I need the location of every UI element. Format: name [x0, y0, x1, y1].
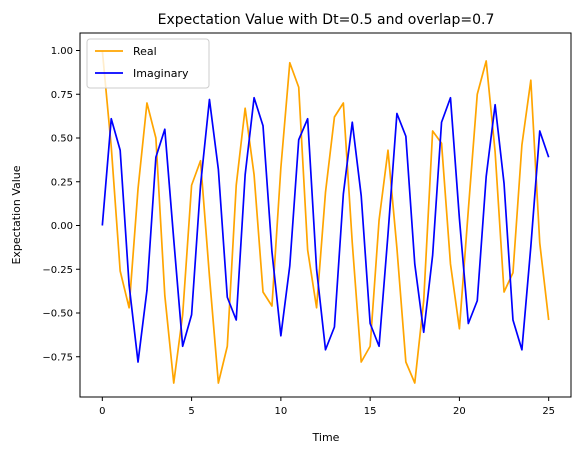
- axes-frame: [79, 32, 572, 398]
- x-tick-label: 0: [99, 406, 105, 417]
- plot-area: [101, 50, 550, 384]
- x-tick-label: 15: [364, 406, 377, 417]
- y-axis-label: Expectation Value: [10, 165, 23, 264]
- y-axis: −0.75 −0.50 −0.25 0.00 0.25 0.50 0.75 1.00: [42, 46, 80, 363]
- legend-label-real: Real: [133, 45, 157, 58]
- y-tick-label: 0.25: [51, 177, 73, 188]
- x-axis: 0 5 10 15 20 25: [99, 397, 555, 417]
- legend-label-imaginary: Imaginary: [133, 67, 189, 80]
- y-tick-label: 0.50: [51, 134, 73, 145]
- y-tick-label: −0.25: [42, 265, 73, 276]
- legend: Real Imaginary: [86, 38, 210, 89]
- chart-title: Expectation Value with Dt=0.5 and overla…: [158, 12, 495, 28]
- y-tick-label: 0.00: [51, 221, 73, 232]
- x-tick-label: 20: [453, 406, 466, 417]
- y-tick-label: 1.00: [51, 46, 73, 57]
- y-tick-label: 0.75: [51, 90, 73, 101]
- y-tick-label: −0.50: [42, 309, 73, 320]
- series-line-imaginary: [101, 96, 550, 363]
- x-axis-label: Time: [312, 431, 340, 444]
- x-tick-label: 5: [188, 406, 194, 417]
- x-tick-label: 25: [542, 406, 555, 417]
- series-line-real: [101, 50, 550, 384]
- x-tick-label: 10: [274, 406, 287, 417]
- y-tick-label: −0.75: [42, 352, 73, 363]
